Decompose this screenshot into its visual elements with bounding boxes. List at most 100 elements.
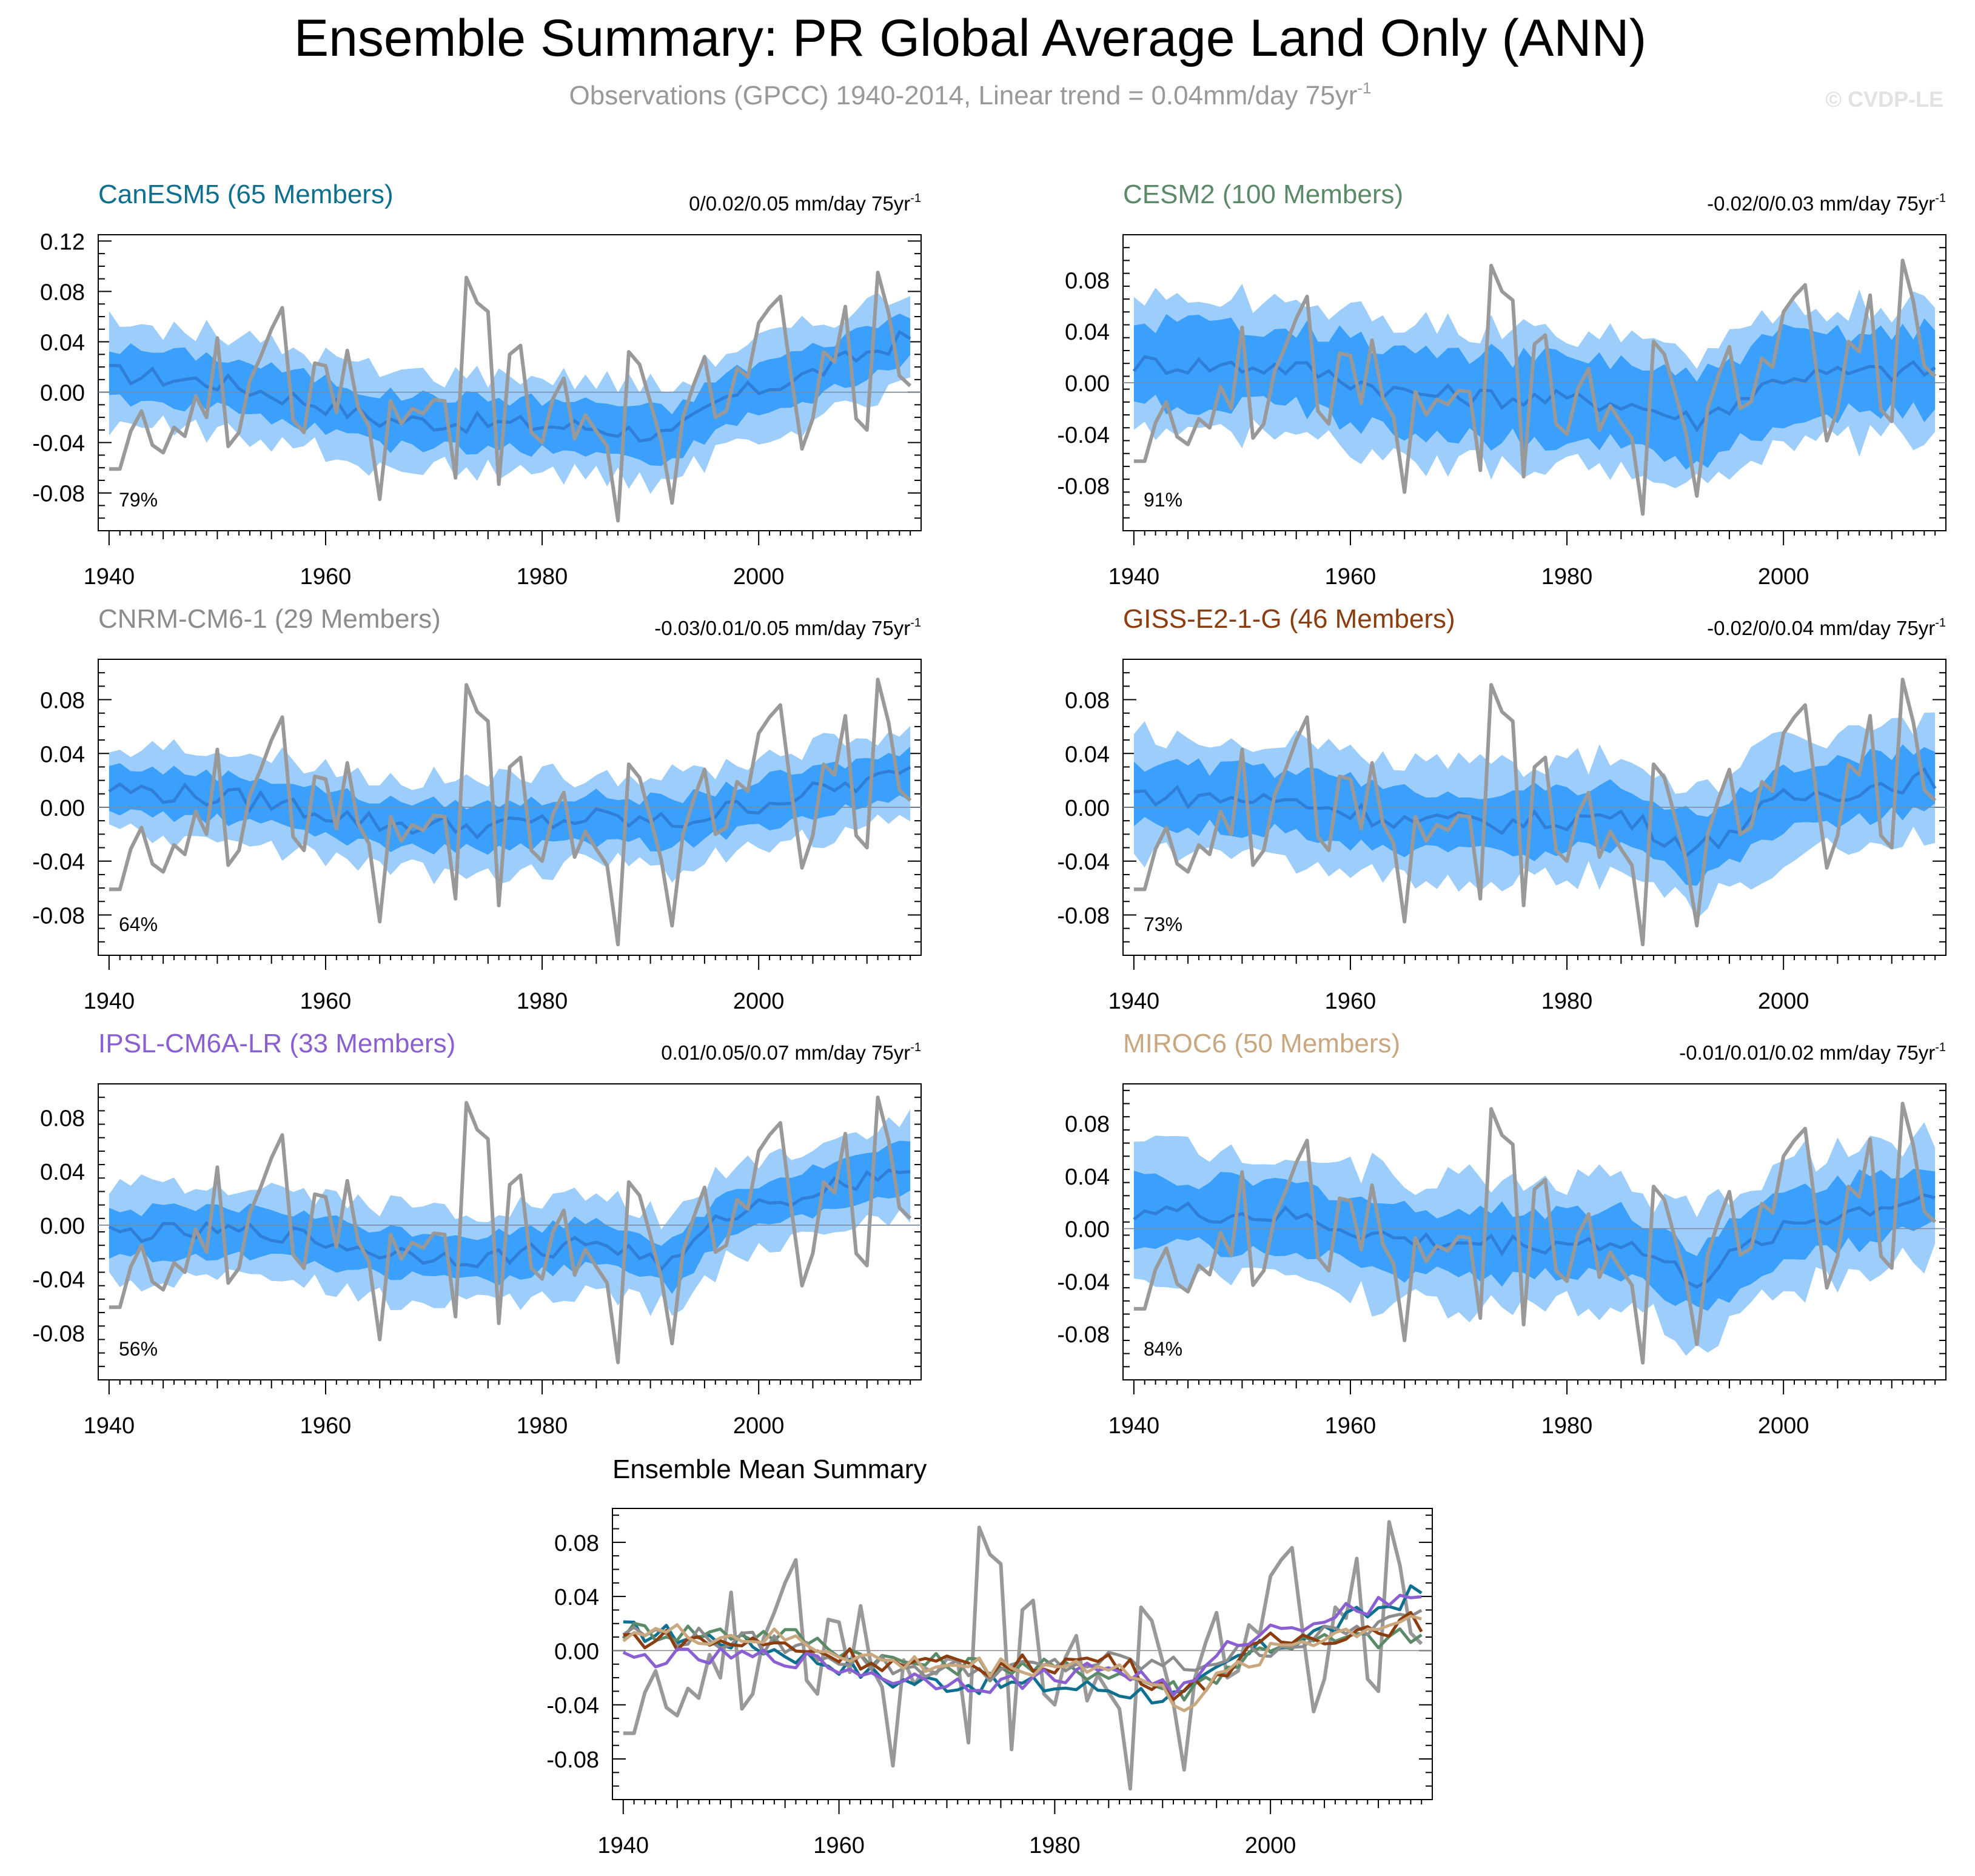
trend-sup: -1 xyxy=(1935,192,1946,205)
summary-ytick-label: -0.08 xyxy=(546,1747,599,1773)
figure-subtitle: Observations (GPCC) 1940-2014, Linear tr… xyxy=(569,79,1372,110)
panel-giss-xtick-label: 1980 xyxy=(1541,989,1593,1014)
panel-cesm2-xtick-label: 1940 xyxy=(1108,564,1160,590)
panel-cesm2-xtick-label: 1960 xyxy=(1325,564,1376,590)
ensemble-mean-line xyxy=(1133,767,1937,858)
summary-line-giss xyxy=(623,1611,1423,1701)
panel-miroc6-ytick-label: 0.08 xyxy=(1065,1112,1110,1137)
panel-plot-area xyxy=(98,1095,921,1365)
summary-xtick-label: 1980 xyxy=(1029,1833,1081,1858)
panel-ipsl-ytick-label: 0.04 xyxy=(40,1160,85,1185)
panel-miroc6-xtick-label: 2000 xyxy=(1758,1413,1809,1439)
panel-title: CanESM5 (65 Members) xyxy=(98,180,394,209)
inner-spread-band xyxy=(109,746,911,855)
summary-xtick-label: 2000 xyxy=(1245,1833,1296,1858)
panel-cnrm-ytick-label: 0.04 xyxy=(40,742,85,767)
panel-percent-label: 56% xyxy=(119,1338,158,1360)
summary-panel: -0.08 -0.04 0.00 0.04 0.08 1940 1960 1980 2000 En… xyxy=(546,1454,1433,1858)
inner-spread-band xyxy=(109,314,911,466)
panel-trend-label: 0/0.02/0.05 mm/day 75yr-1 xyxy=(689,192,921,215)
summary-plot-area xyxy=(622,1520,1423,1791)
panel-ipsl-ytick-label: 0.08 xyxy=(40,1106,85,1131)
panel-ipsl-ytick-label: 0.00 xyxy=(40,1214,85,1239)
panel-canesm5-xtick-label: 1940 xyxy=(84,564,135,590)
trend-text: -0.02/0/0.03 mm/day 75yr xyxy=(1707,192,1935,215)
summary-line-ipsl xyxy=(622,1593,1422,1697)
observations-line xyxy=(1133,1101,1937,1365)
panel-title: MIROC6 (50 Members) xyxy=(1123,1029,1400,1058)
panel-canesm5-ytick-label: 0.08 xyxy=(40,280,85,305)
trend-sup: -1 xyxy=(910,1041,921,1054)
panel-ipsl-xtick-label: 1940 xyxy=(84,1413,135,1439)
panel-title: CESM2 (100 Members) xyxy=(1123,180,1403,209)
panel-ipsl-ytick-label: -0.08 xyxy=(32,1321,85,1346)
trend-sup: -1 xyxy=(910,616,921,630)
panel-trend-label: -0.03/0.01/0.05 mm/day 75yr-1 xyxy=(654,616,921,639)
panel-canesm5-ytick-label: -0.08 xyxy=(32,482,85,507)
inner-spread-band xyxy=(1133,1169,1936,1311)
trend-text: 0/0.02/0.05 mm/day 75yr xyxy=(689,192,910,215)
panel-giss-xtick-label: 1960 xyxy=(1325,989,1376,1014)
trend-sup: -1 xyxy=(1935,616,1946,630)
observations-line xyxy=(109,677,912,947)
summary-xtick-label: 1960 xyxy=(813,1833,865,1858)
panel-cnrm-xtick-label: 1940 xyxy=(84,989,135,1014)
panel-percent-label: 79% xyxy=(119,489,158,511)
summary-title: Ensemble Mean Summary xyxy=(612,1454,927,1484)
panel-giss-ytick-label: -0.04 xyxy=(1057,850,1110,875)
panel-giss-ytick-label: 0.08 xyxy=(1065,688,1110,714)
panel-canesm5: -0.08 -0.04 0.00 0.04 0.08 0.12 1940 1960 1980 20… xyxy=(32,180,922,590)
trend-sup: -1 xyxy=(910,192,921,205)
inner-spread-band xyxy=(109,1140,911,1294)
panels-group: -0.08 -0.04 0.00 0.04 0.08 0.12 1940 1960 1980 20… xyxy=(32,180,1946,1858)
panel-title: CNRM-CM6-1 (29 Members) xyxy=(98,604,441,634)
panel-canesm5-xtick-label: 1980 xyxy=(517,564,568,590)
inner-spread-band xyxy=(1133,744,1936,886)
observations-line xyxy=(1133,677,1937,947)
summary-xtick-label: 1940 xyxy=(598,1833,649,1858)
observations-line xyxy=(109,271,912,523)
outer-spread-band xyxy=(109,292,911,494)
panel-canesm5-xtick-label: 2000 xyxy=(733,564,785,590)
panel-ipsl-xtick-label: 1980 xyxy=(517,1413,568,1439)
panel-cesm2-xtick-label: 2000 xyxy=(1758,564,1809,590)
trend-sup: -1 xyxy=(1935,1041,1946,1054)
panel-ipsl-xtick-label: 2000 xyxy=(733,1413,785,1439)
panel-miroc6: -0.08 -0.04 0.00 0.04 0.08 1940 1960 1980 2000 MI… xyxy=(1057,1029,1946,1439)
panel-canesm5-ytick-label: 0.12 xyxy=(40,229,85,255)
panel-ipsl: -0.08 -0.04 0.00 0.04 0.08 1940 1960 1980 2000 IP… xyxy=(32,1029,922,1439)
ensemble-mean-line xyxy=(1132,355,1936,433)
panel-cesm2-ytick-label: 0.04 xyxy=(1065,320,1110,345)
inner-spread-band xyxy=(1133,314,1936,470)
ensemble-mean-line xyxy=(109,329,911,443)
trend-text: -0.02/0/0.04 mm/day 75yr xyxy=(1707,617,1935,639)
panel-title: GISS-E2-1-G (46 Members) xyxy=(1123,604,1455,634)
trend-text: -0.03/0.01/0.05 mm/day 75yr xyxy=(654,617,910,639)
panel-giss-ytick-label: -0.08 xyxy=(1057,903,1110,929)
panel-cesm2-ytick-label: 0.00 xyxy=(1065,371,1110,397)
panel-miroc6-ytick-label: -0.04 xyxy=(1057,1269,1110,1295)
panel-plot-area xyxy=(98,677,921,947)
ensemble-mean-line xyxy=(108,765,911,840)
panel-percent-label: 64% xyxy=(119,913,158,935)
trend-text: -0.01/0.01/0.02 mm/day 75yr xyxy=(1679,1041,1935,1064)
summary-ytick-label: 0.04 xyxy=(554,1585,599,1610)
panel-canesm5-ytick-label: 0.04 xyxy=(40,331,85,356)
panel-percent-label: 91% xyxy=(1144,489,1182,511)
panel-cesm2-ytick-label: -0.04 xyxy=(1057,423,1110,448)
panel-miroc6-xtick-label: 1980 xyxy=(1541,1413,1593,1439)
panel-miroc6-xtick-label: 1940 xyxy=(1108,1413,1160,1439)
ensemble-mean-line xyxy=(108,1168,911,1272)
panel-cnrm-ytick-label: 0.00 xyxy=(40,796,85,821)
panel-ipsl-ytick-label: -0.04 xyxy=(32,1268,85,1293)
figure-title: Ensemble Summary: PR Global Average Land… xyxy=(294,9,1647,67)
panel-giss-xtick-label: 1940 xyxy=(1108,989,1160,1014)
panel-plot-area xyxy=(1123,677,1946,947)
summary-ytick-label: 0.00 xyxy=(554,1639,599,1664)
panel-percent-label: 73% xyxy=(1144,913,1182,935)
panel-cnrm-ytick-label: -0.08 xyxy=(32,903,85,929)
trend-text: 0.01/0.05/0.07 mm/day 75yr xyxy=(661,1041,910,1064)
summary-ytick-label: -0.04 xyxy=(546,1693,599,1719)
panel-ipsl-xtick-label: 1960 xyxy=(300,1413,352,1439)
observations-line xyxy=(1133,258,1937,516)
